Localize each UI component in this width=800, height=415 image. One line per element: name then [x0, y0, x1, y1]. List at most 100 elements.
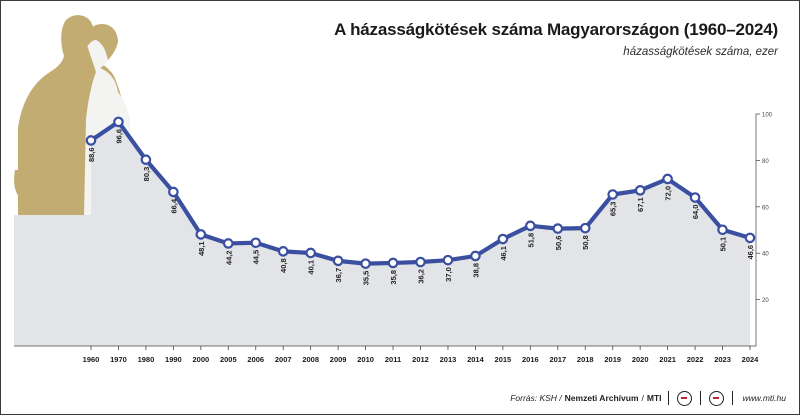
- data-point: [470, 250, 481, 262]
- data-label: 50,8: [581, 235, 590, 250]
- x-tick-label: 2011: [385, 355, 401, 364]
- data-label: 44,2: [224, 250, 233, 265]
- area-under-line: [91, 121, 750, 346]
- data-label: 46,1: [499, 246, 508, 261]
- footer-divider: [699, 391, 701, 405]
- y-tick-label: 100: [762, 113, 773, 119]
- x-tick-label: 2010: [357, 355, 374, 364]
- data-point: [634, 185, 646, 196]
- data-point: [607, 189, 619, 200]
- data-label: 72,0: [664, 186, 673, 201]
- footer-divider: [731, 391, 733, 405]
- data-label: 64,0: [691, 205, 700, 220]
- x-tick-label: 2023: [714, 355, 731, 364]
- x-tick-label: 2009: [330, 355, 347, 364]
- x-tick-label: 2012: [412, 355, 429, 364]
- x-tick-label: 2005: [220, 355, 237, 364]
- data-point: [168, 186, 179, 198]
- source-slash: /: [641, 393, 644, 403]
- data-label: 35,5: [362, 271, 371, 286]
- data-label: 36,7: [334, 268, 343, 283]
- x-tick-label: 2000: [192, 355, 209, 364]
- data-label: 40,8: [279, 258, 288, 273]
- y-tick-label: 40: [762, 252, 769, 258]
- data-label: 96,6: [114, 129, 123, 144]
- data-point: [662, 173, 673, 185]
- x-tick-label: 2015: [495, 355, 512, 364]
- data-point: [332, 255, 344, 267]
- data-point: [195, 229, 207, 240]
- x-tick-label: 1980: [138, 355, 155, 364]
- chart-subtitle: házasságkötések száma, ezer: [623, 46, 778, 58]
- x-tick-label: 2008: [302, 355, 319, 364]
- data-label: 35,8: [389, 270, 398, 285]
- website-link[interactable]: www.mti.hu: [742, 393, 786, 403]
- data-label: 51,8: [526, 233, 535, 248]
- x-tick-label: 2016: [522, 355, 539, 364]
- x-tick-label: 2022: [687, 355, 704, 364]
- data-point: [113, 116, 124, 128]
- y-tick-label: 60: [762, 205, 769, 211]
- x-tick-label: 1970: [110, 355, 127, 364]
- data-point: [387, 257, 399, 269]
- data-point: [140, 154, 152, 166]
- data-point: [277, 246, 289, 257]
- data-point: [442, 254, 454, 266]
- data-point: [415, 256, 426, 268]
- x-tick-label: 2014: [467, 355, 485, 364]
- chart-area-layer: [14, 121, 750, 346]
- data-label: 36,2: [417, 269, 426, 284]
- data-point: [222, 238, 234, 249]
- chart-title: A házasságkötések száma Magyarországon (…: [334, 20, 778, 39]
- bride-hair: [85, 24, 118, 60]
- y-tick-label: 80: [762, 159, 769, 165]
- data-label: 40,1: [307, 260, 316, 275]
- data-point: [525, 220, 536, 232]
- x-tick-label: 2013: [440, 355, 457, 364]
- data-point: [250, 237, 262, 249]
- groom-hand: [14, 170, 24, 198]
- data-label: 44,5: [252, 250, 261, 265]
- data-label: 80,3: [142, 167, 151, 182]
- y-axis: 20 40 60 80 100: [14, 113, 773, 347]
- data-point: [744, 232, 756, 244]
- marker-layer: [85, 116, 756, 269]
- data-label: 50,6: [554, 236, 563, 251]
- data-label: 48,1: [197, 241, 206, 256]
- x-tick-label: 1960: [83, 355, 100, 364]
- data-label: 37,0: [444, 267, 453, 282]
- data-point: [552, 223, 564, 234]
- x-tick-label: 2018: [577, 355, 594, 364]
- source-org-1: Nemzeti Archívum: [564, 393, 639, 403]
- data-point: [579, 222, 591, 234]
- y-tick-label: 20: [762, 298, 769, 304]
- x-tick-label: 2021: [659, 355, 676, 364]
- mti-logo-icon: [708, 390, 724, 406]
- mtva-logo-icon: [676, 390, 692, 406]
- data-point: [305, 247, 316, 259]
- data-label: 67,1: [636, 197, 645, 212]
- data-label: 65,3: [609, 202, 618, 217]
- x-tick-label: 2006: [247, 355, 264, 364]
- data-label: 50,1: [719, 237, 728, 252]
- data-point: [360, 258, 371, 269]
- chart-footer: Forrás: KSH / Nemzeti Archívum / MTI www…: [510, 389, 786, 407]
- x-tick-label: 2019: [604, 355, 621, 364]
- x-tick-label: 2017: [549, 355, 566, 364]
- x-tick-label: 2007: [275, 355, 292, 364]
- data-label: 66,4: [169, 198, 178, 213]
- data-point: [85, 135, 97, 146]
- data-point: [717, 224, 728, 236]
- source-org-2: MTI: [646, 393, 662, 403]
- area-lead-in: [14, 215, 94, 346]
- x-tick-label: 2024: [742, 355, 760, 364]
- data-label: 46,6: [746, 245, 755, 260]
- footer-divider: [667, 391, 669, 405]
- x-tick-label: 2020: [632, 355, 649, 364]
- data-point: [497, 233, 509, 245]
- data-point: [689, 192, 701, 203]
- data-label-layer: 88,6 96,6 80,3 66,4 48,1 44,2 44,5 40,8 40,1 36,7…: [87, 129, 755, 285]
- data-label: 38,8: [471, 263, 480, 278]
- x-tick-label: 1990: [165, 355, 182, 364]
